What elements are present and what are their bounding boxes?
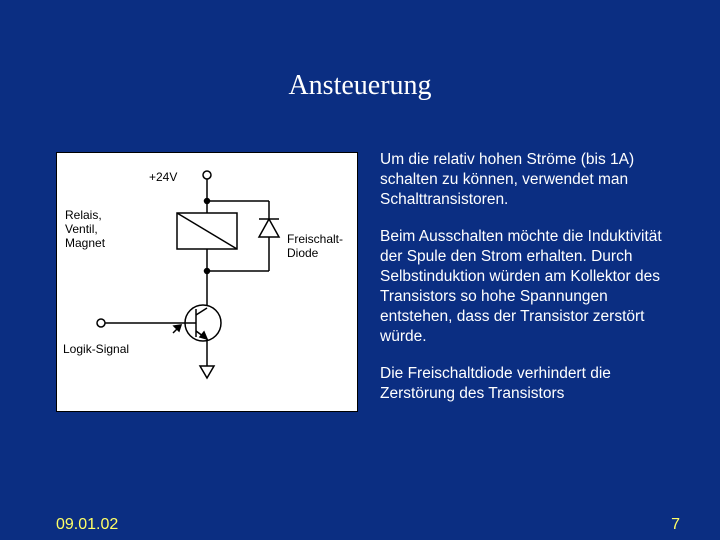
paragraph-3: Die Freischaltdiode verhindert die Zerst… (380, 364, 680, 404)
label-diode: Freischalt- Diode (287, 232, 346, 260)
label-signal: Logik-Signal (63, 342, 129, 356)
circuit-diagram: +24V Relais, Ventil, Magnet (56, 152, 358, 412)
paragraph-1: Um die relativ hohen Ströme (bis 1A) sch… (380, 150, 680, 209)
label-supply: +24V (149, 170, 177, 184)
footer-page-number: 7 (671, 516, 680, 534)
slide-title: Ansteuerung (0, 70, 720, 102)
footer-date: 09.01.02 (56, 516, 118, 534)
paragraph-2: Beim Ausschalten möchte die Induktivität… (380, 227, 680, 346)
label-load: Relais, Ventil, Magnet (65, 208, 106, 250)
body-text: Um die relativ hohen Ströme (bis 1A) sch… (380, 150, 680, 422)
